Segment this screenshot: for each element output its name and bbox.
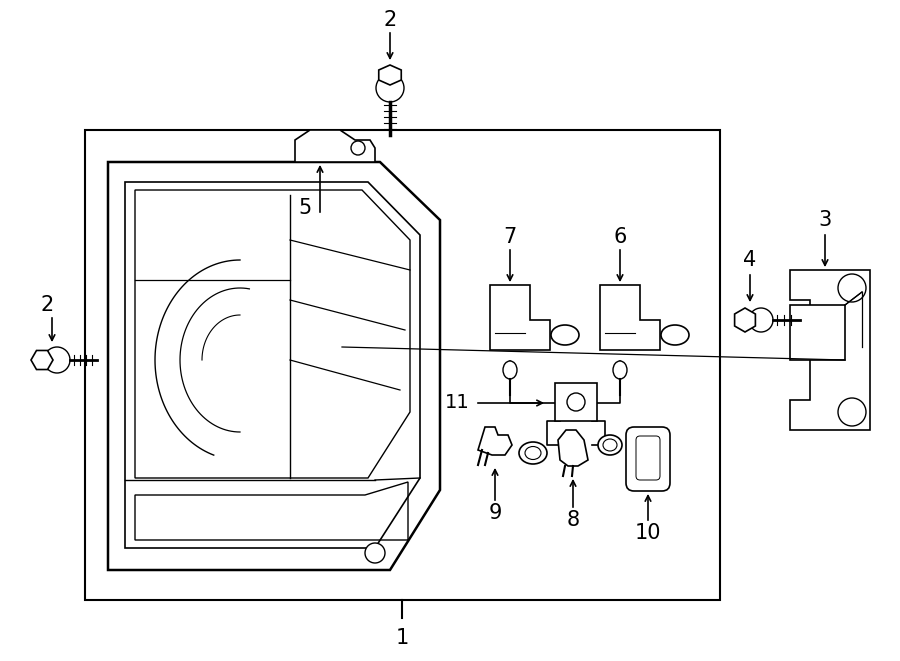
Ellipse shape <box>551 325 579 345</box>
Ellipse shape <box>525 446 541 459</box>
Text: 6: 6 <box>613 227 626 247</box>
Polygon shape <box>600 285 660 350</box>
Polygon shape <box>31 350 53 369</box>
Ellipse shape <box>598 435 622 455</box>
Polygon shape <box>558 430 588 466</box>
Ellipse shape <box>613 361 627 379</box>
Text: 1: 1 <box>395 628 409 648</box>
Polygon shape <box>108 162 440 570</box>
Polygon shape <box>734 308 755 332</box>
Circle shape <box>567 393 585 411</box>
Bar <box>85 130 720 600</box>
Text: 3: 3 <box>818 210 832 230</box>
Circle shape <box>365 543 385 563</box>
Circle shape <box>838 274 866 302</box>
Text: 5: 5 <box>299 198 311 218</box>
Bar <box>790 305 845 360</box>
Text: 7: 7 <box>503 227 517 247</box>
Polygon shape <box>478 427 512 455</box>
Ellipse shape <box>603 439 617 451</box>
Polygon shape <box>790 270 870 430</box>
Circle shape <box>351 141 365 155</box>
Ellipse shape <box>503 361 517 379</box>
Text: 9: 9 <box>489 503 501 523</box>
FancyBboxPatch shape <box>627 430 651 464</box>
FancyBboxPatch shape <box>636 436 660 480</box>
Polygon shape <box>490 285 550 350</box>
Text: 2: 2 <box>40 295 54 315</box>
Ellipse shape <box>661 325 689 345</box>
Circle shape <box>376 74 404 102</box>
Polygon shape <box>379 65 401 85</box>
FancyBboxPatch shape <box>626 427 670 491</box>
Text: 11: 11 <box>445 393 470 412</box>
Text: 10: 10 <box>634 523 662 543</box>
Circle shape <box>44 347 70 373</box>
Text: 2: 2 <box>383 10 397 30</box>
Bar <box>555 383 597 421</box>
Text: 4: 4 <box>743 250 757 270</box>
Circle shape <box>838 398 866 426</box>
Circle shape <box>749 308 773 332</box>
Polygon shape <box>295 130 375 162</box>
Text: 8: 8 <box>566 510 580 530</box>
Ellipse shape <box>519 442 547 464</box>
